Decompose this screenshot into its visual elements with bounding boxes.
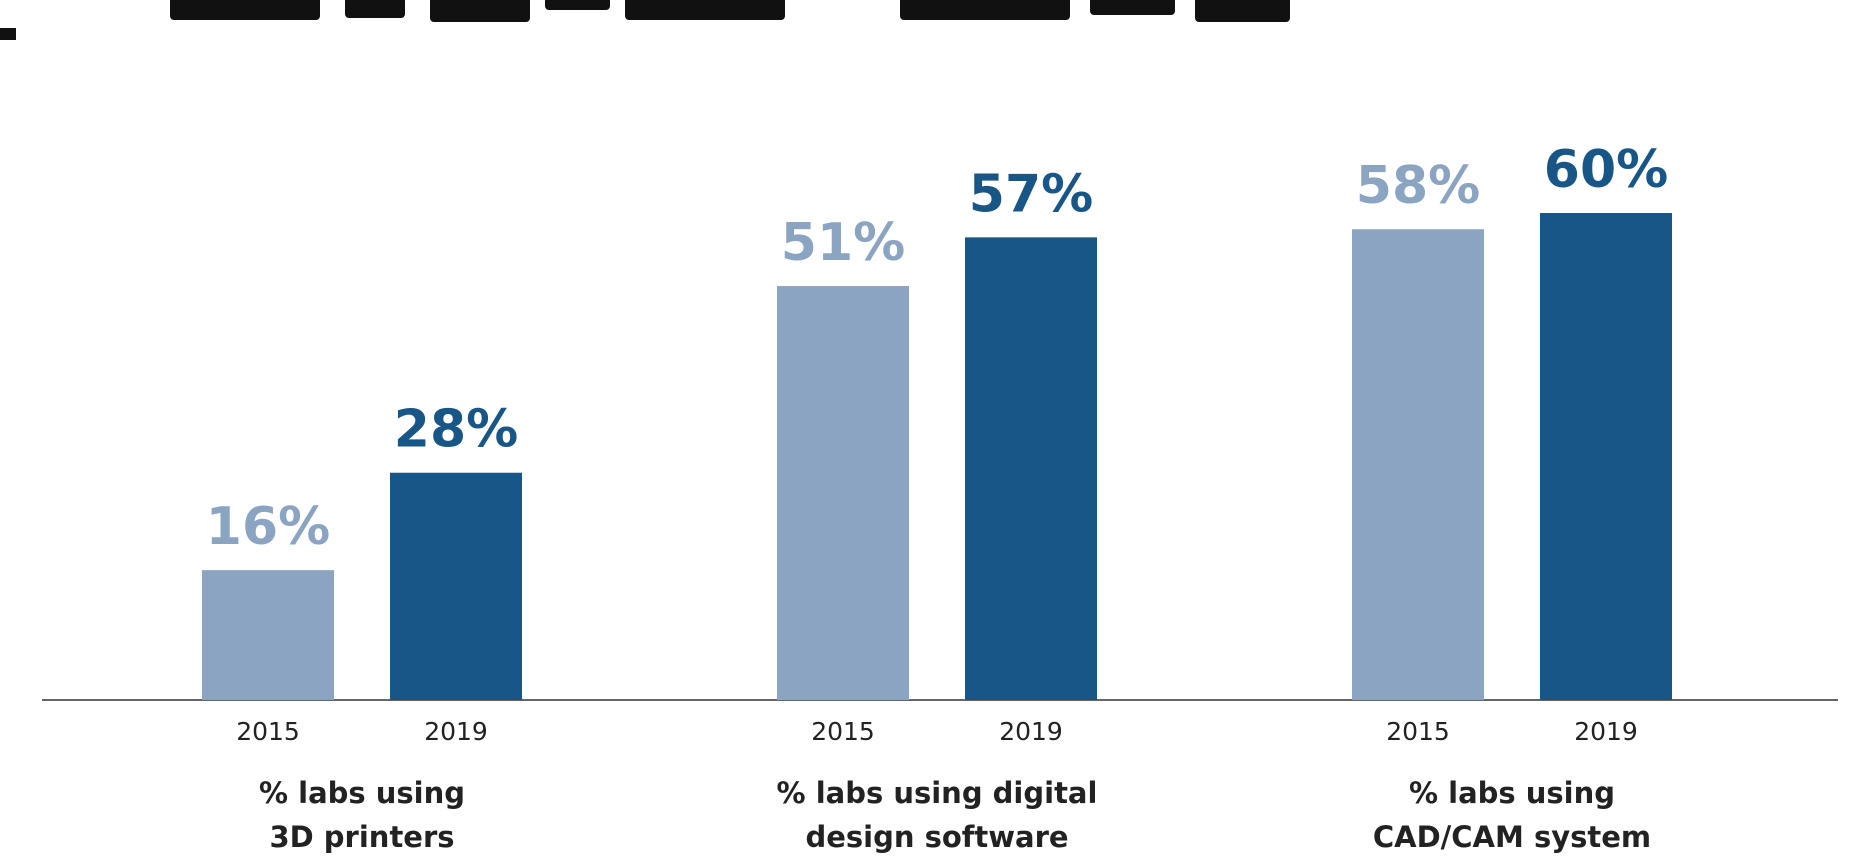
data-label: 51% [781,213,905,273]
category-label: % labs using [259,776,465,810]
x-tick-label: 2019 [999,717,1063,746]
x-tick-label: 2015 [811,717,875,746]
data-label: 16% [206,497,330,557]
corner-dash [0,28,16,40]
category-label: design software [805,820,1068,854]
data-label: 57% [969,164,1093,224]
category-label: 3D printers [269,820,454,854]
x-tick-label: 2019 [1574,717,1638,746]
bar-2015 [1352,229,1484,700]
bar-2019 [1540,213,1672,700]
category-label: % labs using [1409,776,1615,810]
x-tick-label: 2015 [1386,717,1450,746]
bar-group: 51% 2015 57% 2019 % labs using digital design… [777,164,1098,854]
category-label: CAD/CAM system [1373,820,1651,854]
bar-2015 [202,570,334,700]
data-label: 28% [394,400,518,460]
data-label: 58% [1356,156,1480,216]
bar-2019 [965,237,1097,700]
x-tick-label: 2019 [424,717,488,746]
bar-2019 [390,472,522,700]
bar-group: 16% 2015 28% 2019 % labs using 3D printers [202,400,522,854]
data-label: 60% [1544,140,1668,200]
bar-group: 58% 2015 60% 2019 % labs using CAD/CAM system [1352,140,1672,854]
bar-2015 [777,286,909,700]
category-label: % labs using digital [777,776,1098,810]
x-tick-label: 2015 [236,717,300,746]
